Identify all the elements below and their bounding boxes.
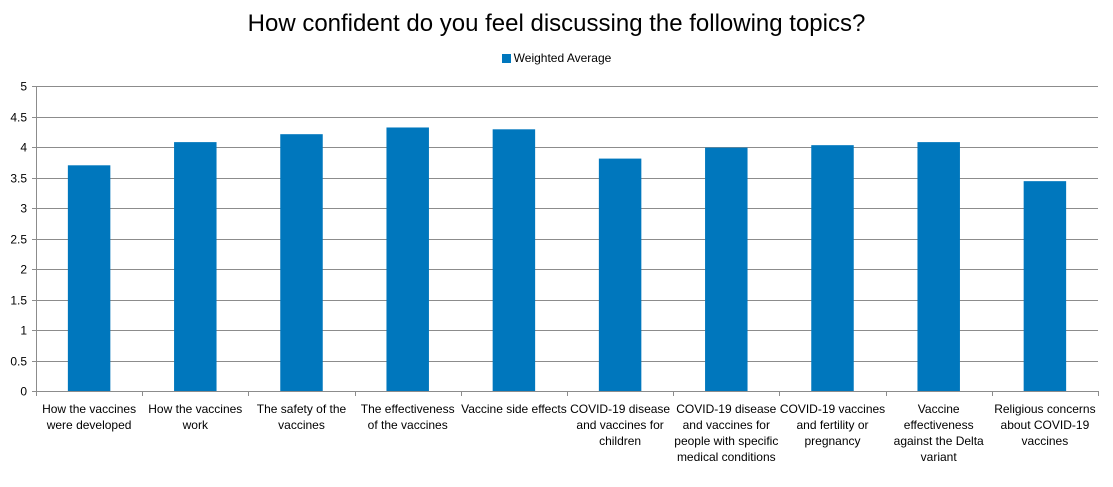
x-tick-label: How the vaccines were developed: [42, 402, 137, 432]
y-tick-label: 4: [20, 141, 27, 155]
x-tick-label: Vaccine side effects: [461, 402, 567, 416]
bar: [917, 142, 960, 391]
y-tick-label: 4.5: [10, 111, 27, 125]
y-tick-label: 2: [20, 263, 27, 277]
y-tick-label: 1: [20, 324, 27, 338]
x-tick-label: The safety of the vaccines: [256, 402, 347, 432]
bar: [1023, 181, 1067, 391]
y-tick-label: 1.5: [10, 294, 27, 308]
bar: [280, 134, 323, 391]
legend: Weighted Average: [0, 51, 1113, 65]
y-tick-label: 3.5: [10, 172, 27, 186]
y-tick-label: 0: [20, 385, 27, 399]
bar: [67, 165, 111, 391]
bar: [492, 129, 536, 391]
x-tick-label: COVID-19 vaccines and fertility or pregn…: [779, 402, 886, 448]
chart-title: How confident do you feel discussing the…: [247, 10, 866, 37]
bar: [811, 145, 854, 391]
legend-swatch: [501, 54, 511, 63]
bar: [174, 142, 217, 391]
x-tick-label: Vaccine effectiveness against the Delta …: [893, 402, 984, 464]
x-tick-label: COVID-19 disease and vaccines for childr…: [570, 402, 671, 448]
legend-label: Weighted Average: [513, 51, 612, 65]
x-tick-label: Religious concerns about COVID-19 vaccin…: [994, 402, 1096, 448]
y-tick-label: 0.5: [10, 355, 27, 369]
x-tick-label: The effectiveness of the vaccines: [360, 402, 455, 432]
y-tick-label: 5: [20, 80, 27, 94]
x-tick-label: How the vaccines work: [148, 402, 243, 432]
y-tick-label: 2.5: [10, 233, 27, 247]
y-tick-label: 3: [20, 202, 27, 216]
bar: [705, 147, 748, 391]
bar: [386, 127, 429, 391]
bar: [598, 158, 642, 391]
x-tick-label: COVID-19 disease and vaccines for people…: [674, 402, 779, 464]
